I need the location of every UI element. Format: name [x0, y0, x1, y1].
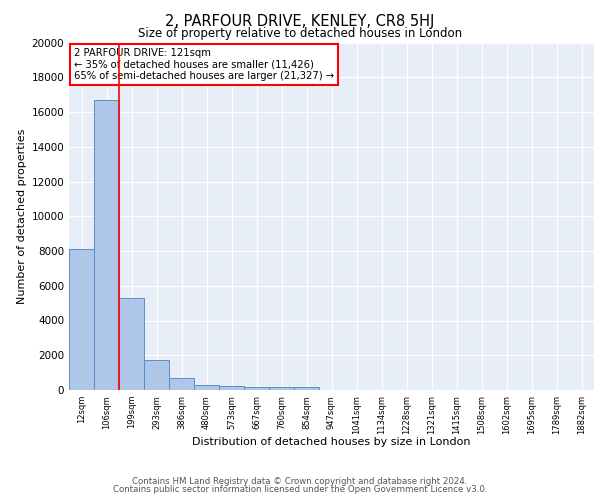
Text: 2 PARFOUR DRIVE: 121sqm
← 35% of detached houses are smaller (11,426)
65% of sem: 2 PARFOUR DRIVE: 121sqm ← 35% of detache…	[74, 48, 334, 81]
Text: Size of property relative to detached houses in London: Size of property relative to detached ho…	[138, 27, 462, 40]
Bar	[94, 100, 119, 390]
Bar	[294, 388, 319, 390]
Bar	[244, 386, 269, 390]
Text: Contains public sector information licensed under the Open Government Licence v3: Contains public sector information licen…	[113, 484, 487, 494]
Bar	[194, 385, 219, 390]
Bar	[69, 250, 94, 390]
Bar	[169, 378, 194, 390]
Text: 2, PARFOUR DRIVE, KENLEY, CR8 5HJ: 2, PARFOUR DRIVE, KENLEY, CR8 5HJ	[166, 14, 434, 29]
Y-axis label: Number of detached properties: Number of detached properties	[17, 128, 27, 304]
X-axis label: Distribution of detached houses by size in London: Distribution of detached houses by size …	[192, 437, 471, 447]
Bar	[119, 298, 144, 390]
Bar	[144, 360, 169, 390]
Text: Contains HM Land Registry data © Crown copyright and database right 2024.: Contains HM Land Registry data © Crown c…	[132, 478, 468, 486]
Bar	[269, 387, 294, 390]
Bar	[219, 386, 244, 390]
